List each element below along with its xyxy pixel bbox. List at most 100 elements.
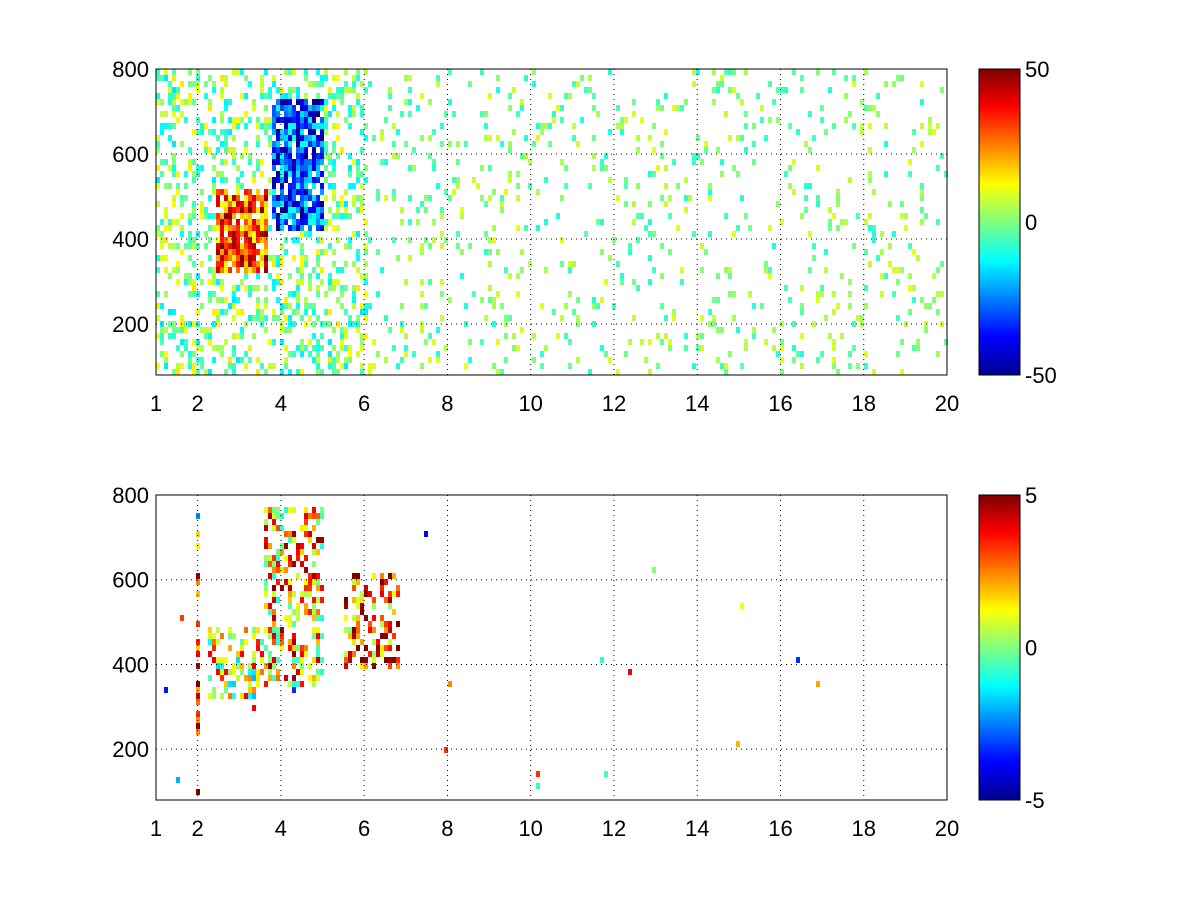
bottom-heatmap-cell xyxy=(288,591,292,597)
bottom-heatmap-cell xyxy=(364,615,368,621)
top-heatmap-cell xyxy=(400,207,404,213)
top-heatmap-cell xyxy=(224,339,228,345)
top-heatmap-cell xyxy=(432,165,436,171)
top-heatmap-cell xyxy=(340,99,344,105)
top-heatmap-cell xyxy=(236,267,240,273)
top-heatmap-cell xyxy=(852,243,856,249)
top-heatmap-cell xyxy=(236,219,240,225)
top-heatmap-cell xyxy=(540,303,544,309)
bottom-x-tick-label: 6 xyxy=(358,816,370,841)
top-heatmap-cell xyxy=(292,225,296,231)
top-heatmap-cell xyxy=(680,267,684,273)
bottom-heatmap-cell xyxy=(272,591,276,597)
top-heatmap-cell xyxy=(400,357,404,363)
top-heatmap-cell xyxy=(624,351,628,357)
top-heatmap-cell xyxy=(356,165,360,171)
top-heatmap-cell xyxy=(344,213,348,219)
top-heatmap-cell xyxy=(312,309,316,315)
top-heatmap-cell xyxy=(316,363,320,369)
top-heatmap-cell xyxy=(396,153,400,159)
top-heatmap-cell xyxy=(316,153,320,159)
top-heatmap-cell xyxy=(664,129,668,135)
top-heatmap-cell xyxy=(288,105,292,111)
top-heatmap-cell xyxy=(248,261,252,267)
top-heatmap-cell xyxy=(176,171,180,177)
top-heatmap-cell xyxy=(848,291,852,297)
top-heatmap-cell xyxy=(492,363,496,369)
top-heatmap-cell xyxy=(192,279,196,285)
top-heatmap-cell xyxy=(288,189,292,195)
bottom-heatmap-cell xyxy=(288,585,292,591)
top-heatmap-cell xyxy=(492,303,496,309)
bottom-heatmap-cell xyxy=(228,633,232,639)
top-heatmap-cell xyxy=(764,339,768,345)
top-heatmap-cell xyxy=(788,123,792,129)
top-heatmap-cell xyxy=(884,273,888,279)
top-heatmap-cell xyxy=(292,165,296,171)
top-heatmap-cell xyxy=(292,255,296,261)
top-heatmap-cell xyxy=(320,279,324,285)
top-heatmap-cell xyxy=(572,135,576,141)
top-heatmap-cell xyxy=(592,321,596,327)
top-heatmap-cell xyxy=(224,309,228,315)
top-heatmap-cell xyxy=(320,219,324,225)
top-heatmap-cell xyxy=(196,69,200,75)
top-heatmap-cell xyxy=(620,123,624,129)
top-heatmap-cell xyxy=(736,327,740,333)
bottom-heatmap-cell xyxy=(652,567,656,573)
bottom-heatmap-cell xyxy=(316,675,320,681)
top-heatmap-cell xyxy=(652,267,656,273)
top-heatmap-cell xyxy=(368,369,372,375)
top-heatmap-cell xyxy=(436,327,440,333)
top-heatmap-cell xyxy=(256,297,260,303)
top-heatmap-cell xyxy=(516,195,520,201)
top-heatmap-cell xyxy=(224,249,228,255)
top-heatmap-cell xyxy=(244,93,248,99)
top-heatmap-cell xyxy=(768,225,772,231)
top-heatmap-cell xyxy=(364,303,368,309)
top-heatmap-cell xyxy=(224,81,228,87)
top-heatmap-cell xyxy=(168,333,172,339)
top-heatmap-cell xyxy=(292,237,296,243)
top-heatmap-cell xyxy=(284,303,288,309)
top-heatmap-cell xyxy=(452,189,456,195)
top-heatmap-cell xyxy=(268,339,272,345)
top-heatmap-cell xyxy=(204,369,208,375)
top-heatmap-cell xyxy=(324,291,328,297)
top-heatmap-cell xyxy=(912,147,916,153)
top-heatmap-cell xyxy=(236,123,240,129)
top-heatmap-cell xyxy=(400,219,404,225)
top-x-tick-label: 14 xyxy=(685,391,709,416)
top-heatmap-cell xyxy=(312,201,316,207)
top-heatmap-cell xyxy=(260,249,264,255)
top-heatmap-cell xyxy=(844,75,848,81)
bottom-heatmap-cell xyxy=(296,555,300,561)
top-heatmap-cell xyxy=(712,315,716,321)
top-heatmap-cell xyxy=(160,159,164,165)
bottom-heatmap-cell xyxy=(308,573,312,579)
top-heatmap-cell xyxy=(248,225,252,231)
top-heatmap-cell xyxy=(232,237,236,243)
top-heatmap-cell xyxy=(360,183,364,189)
top-heatmap-cell xyxy=(192,171,196,177)
top-heatmap-cell xyxy=(296,111,300,117)
top-heatmap-cell xyxy=(328,351,332,357)
top-heatmap-cell xyxy=(816,201,820,207)
top-colorbar-tick-label: 50 xyxy=(1025,57,1049,82)
top-heatmap-cell xyxy=(632,219,636,225)
bottom-heatmap-cell xyxy=(392,609,396,615)
top-heatmap-cell xyxy=(284,99,288,105)
top-heatmap-cell xyxy=(188,237,192,243)
top-heatmap-cell xyxy=(272,141,276,147)
top-heatmap-cell xyxy=(896,315,900,321)
top-heatmap-cell xyxy=(280,177,284,183)
top-heatmap-cell xyxy=(248,237,252,243)
top-heatmap-cell xyxy=(284,159,288,165)
top-heatmap-cell xyxy=(332,99,336,105)
top-heatmap-cell xyxy=(176,267,180,273)
top-heatmap-cell xyxy=(160,219,164,225)
bottom-heatmap-cell xyxy=(296,645,300,651)
top-heatmap-cell xyxy=(292,177,296,183)
top-heatmap-cell xyxy=(332,105,336,111)
top-heatmap-cell xyxy=(232,201,236,207)
